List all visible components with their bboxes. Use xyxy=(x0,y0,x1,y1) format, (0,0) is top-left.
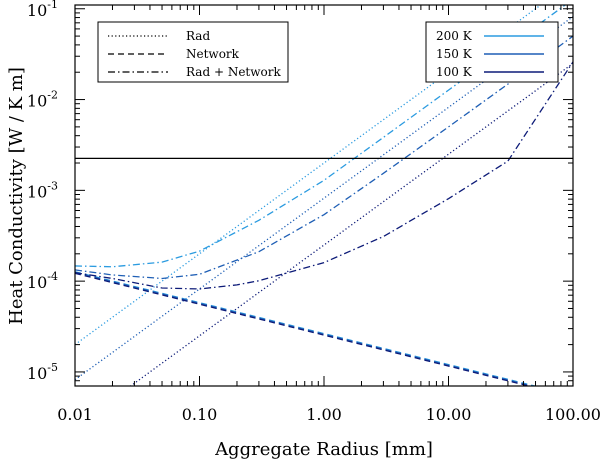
x-tick-label: 0.10 xyxy=(182,405,218,424)
x-tick-label: 1.00 xyxy=(306,405,342,424)
y-tick-label: 10-3 xyxy=(27,179,58,201)
x-axis-title: Aggregate Radius [mm] xyxy=(214,439,433,460)
temperature-legend-label: 100 K xyxy=(436,65,473,79)
x-tick-label: 0.01 xyxy=(57,405,93,424)
series-line-network-100k xyxy=(75,272,532,386)
series-line-rad-network-150k xyxy=(75,35,573,280)
y-tick-label: 10-2 xyxy=(27,89,58,111)
style-legend: Rad Network Rad + Network xyxy=(97,21,289,83)
x-tick-label: 100.00 xyxy=(545,405,601,424)
style-legend-label: Rad + Network xyxy=(186,65,281,79)
series-line-rad-network-100k xyxy=(75,61,573,290)
ticks-layer xyxy=(74,5,574,387)
tick-labels-layer: 0.01 0.10 1.00 10.00 100.00 10-5 10-4 10-3 10-2 1… xyxy=(27,0,601,424)
y-axis-title: Heat Conductivity [W / K m] xyxy=(6,67,27,325)
temperature-legend-label: 150 K xyxy=(436,47,473,61)
series-line-rad-100k xyxy=(129,62,573,386)
style-legend-box xyxy=(97,21,289,83)
y-tick-label: 10-5 xyxy=(27,361,58,383)
temperature-legend-label: 200 K xyxy=(436,29,473,43)
style-legend-label: Network xyxy=(186,47,240,61)
x-tick-label: 10.00 xyxy=(426,405,472,424)
style-legend-label: Rad xyxy=(186,29,210,43)
y-tick-label: 10-1 xyxy=(27,0,58,20)
series-line-network-150k xyxy=(75,271,535,386)
y-tick-label: 10-4 xyxy=(27,270,58,292)
temperature-legend: 200 K 150 K 100 K xyxy=(425,21,559,83)
plot-frame xyxy=(74,4,574,387)
